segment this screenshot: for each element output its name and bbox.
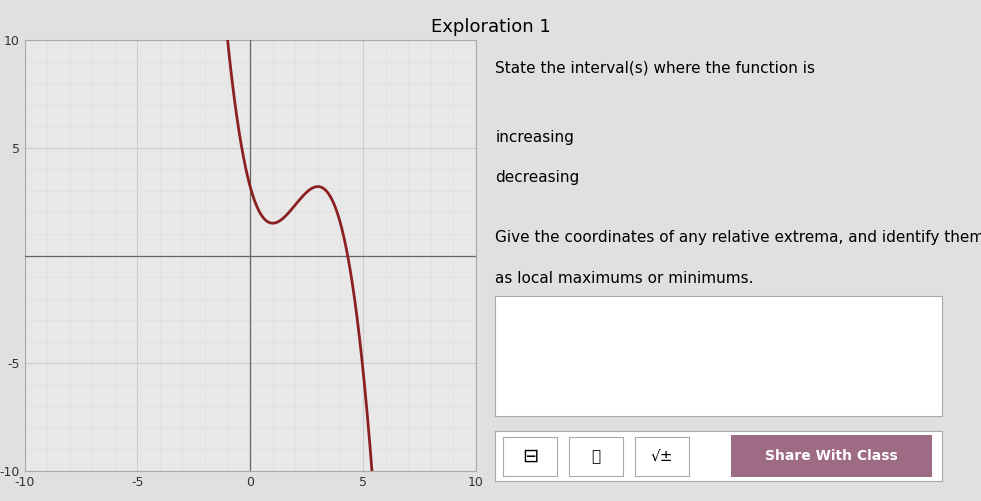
Text: increasing: increasing xyxy=(495,130,574,145)
Text: Share With Class: Share With Class xyxy=(765,449,898,463)
Text: State the interval(s) where the function is: State the interval(s) where the function… xyxy=(495,60,815,75)
Text: Give the coordinates of any relative extrema, and identify them: Give the coordinates of any relative ext… xyxy=(495,230,981,245)
Text: ⊟: ⊟ xyxy=(522,447,539,466)
Text: Exploration 1: Exploration 1 xyxy=(431,18,550,36)
Text: 🎤: 🎤 xyxy=(592,449,600,464)
Text: decreasing: decreasing xyxy=(495,170,580,185)
Text: √±: √± xyxy=(650,449,673,464)
Text: as local maximums or minimums.: as local maximums or minimums. xyxy=(495,271,754,286)
